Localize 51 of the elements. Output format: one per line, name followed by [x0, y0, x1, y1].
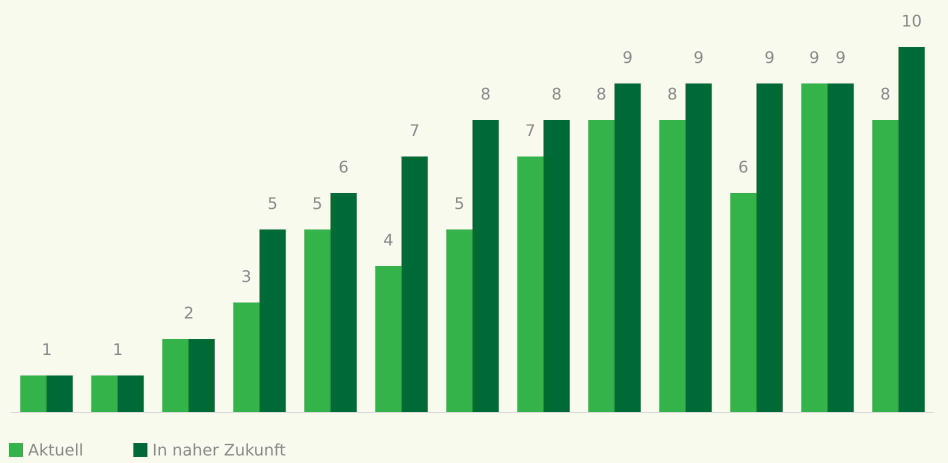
bar — [162, 339, 188, 412]
bar — [375, 266, 402, 412]
data-label: 8 — [596, 84, 606, 104]
data-label: 9 — [764, 48, 775, 67]
bar — [801, 84, 828, 412]
data-label: 5 — [454, 194, 464, 213]
bar — [304, 230, 330, 412]
bar — [91, 376, 118, 412]
data-label: 8 — [880, 84, 890, 104]
legend-label: Aktuell — [28, 440, 84, 460]
bar — [872, 120, 898, 412]
bar — [730, 193, 756, 412]
data-label: 7 — [410, 121, 420, 140]
legend-label: In naher Zukunft — [152, 440, 286, 460]
bar — [260, 230, 286, 412]
data-label: 9 — [836, 48, 846, 67]
bar — [898, 47, 925, 412]
data-label: 4 — [383, 230, 394, 250]
bar — [472, 120, 499, 412]
data-label: 6 — [338, 158, 349, 176]
data-label: 3 — [241, 267, 252, 286]
bar — [402, 156, 428, 412]
bar — [588, 120, 614, 412]
data-label: 7 — [525, 121, 536, 140]
bar — [118, 376, 144, 412]
data-label: 1 — [112, 340, 123, 359]
data-label: 1 — [42, 340, 52, 359]
bar — [46, 376, 73, 412]
bar — [756, 84, 783, 412]
bar — [828, 84, 854, 412]
data-label: 8 — [667, 84, 678, 104]
bar — [517, 156, 544, 412]
data-label: 2 — [184, 304, 194, 322]
bar — [188, 339, 215, 412]
data-label: 9 — [622, 48, 633, 67]
data-label: 10 — [901, 12, 922, 30]
bar — [686, 84, 712, 412]
bar — [233, 302, 260, 412]
bar — [659, 120, 686, 412]
bar — [544, 120, 570, 412]
bar — [446, 230, 472, 412]
data-label: 5 — [268, 194, 278, 213]
bar — [20, 376, 46, 412]
data-label: 6 — [738, 158, 748, 176]
data-label: 8 — [552, 84, 562, 104]
bar — [614, 84, 641, 412]
data-label: 9 — [694, 48, 704, 67]
data-label: 8 — [480, 84, 491, 104]
data-label: 5 — [312, 194, 322, 213]
bar — [330, 193, 357, 412]
data-label: 9 — [809, 48, 820, 67]
